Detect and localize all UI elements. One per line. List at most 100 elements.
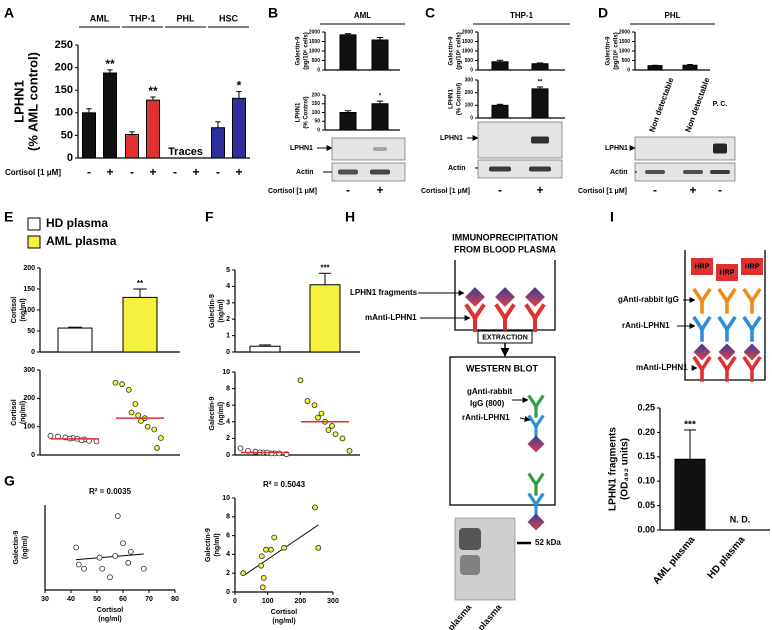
marker-label: 52 kDa [535,538,561,547]
antibody [742,355,762,382]
y-tick-label: 200 [23,395,35,402]
diagram-label: rAnti-LPHN1 [462,413,510,422]
condition-sign: - [718,183,722,197]
diagram-label: gAnti-rabbit [467,387,513,396]
fragment [527,513,545,531]
y-tick-label: 500 [465,58,474,64]
blot-band [338,169,358,175]
panel-letter: H [345,209,355,225]
diagram-title: WESTERN BLOT [466,363,538,373]
y-tick-label: 0.20 [637,427,655,437]
blot-band [460,555,480,575]
bar-note: N. D. [730,514,751,524]
x-tick-label: - [216,165,220,179]
condition-sign: - [346,183,350,197]
y-tick-label: 0 [226,589,230,596]
point [259,584,266,591]
point [271,534,278,541]
y-tick-label: 100 [465,103,474,109]
diagram-title: FROM BLOOD PLASMA [454,244,556,254]
y-axis-label: (pg/10⁶ cells) [614,32,620,69]
x-tick-label: + [106,165,113,179]
note: Non detectable [647,76,675,133]
antibody [494,303,516,332]
group-note: Traces [168,146,203,158]
x-tick-label: HD plasma [706,534,748,581]
point [304,398,311,404]
panel-letter: C [425,5,435,21]
bar [309,284,341,353]
antibody [527,492,545,516]
point [125,559,132,566]
significance: * [237,79,242,93]
point [125,386,132,393]
blot-label: Actin [448,165,466,172]
point [311,402,318,409]
point [325,427,332,434]
x-axis-label: Cortisol [271,609,298,616]
condition-sign: - [653,183,657,197]
panel-letter: I [610,209,614,225]
hrp-label: HRP [745,263,760,270]
y-tick-label: 500 [622,58,631,64]
y-axis-label: Galectin-9 [449,36,455,66]
point [260,575,267,581]
y-tick-label: 4 [226,551,230,558]
point [276,450,282,457]
y-axis-label: (% AML control) [25,52,40,151]
y-tick-label: 0.00 [637,524,655,534]
bar [491,104,509,119]
panel-title: THP-1 [510,11,534,20]
x-axis-label: (ng/ml) [98,616,121,623]
y-tick-label: 150 [55,84,73,96]
panel-letter: A [4,5,14,21]
x-tick-label: 50 [93,596,101,603]
y-tick-label: 1 [226,332,230,339]
point [114,513,121,519]
x-tick-label: 70 [145,596,153,603]
significance: *** [684,420,696,431]
bar [125,133,139,159]
blot-band [713,143,727,154]
blot [477,121,563,159]
point [132,401,139,407]
y-tick-label: 0 [470,115,473,121]
x-tick-label: 0 [233,598,237,605]
y-tick-label: 200 [465,90,474,96]
y-tick-label: 0 [31,452,35,459]
point [332,431,339,438]
point [315,414,321,421]
point [268,546,274,553]
x-tick-label: 100 [262,598,274,605]
y-tick-label: 100 [312,110,321,116]
y-tick-label: 1500 [462,39,473,45]
point [112,553,119,559]
bar [249,345,281,353]
y-tick-label: 50 [27,328,35,335]
point [135,412,142,419]
point [297,377,304,384]
r-squared: R² = 0.5043 [263,480,306,489]
significance: ** [538,80,543,86]
y-axis-label: LPHN1 [296,102,302,122]
blot [331,137,406,161]
point [47,432,54,439]
condition-sign: + [536,183,543,197]
antibody [527,472,545,496]
y-tick-label: 1500 [309,39,320,45]
y-axis-label: Galectin-9 [205,528,212,562]
bar [146,99,160,159]
blot-band [489,166,511,172]
y-axis-label: (ng/ml) [20,401,27,424]
x-tick-label: AML plasma [651,534,697,586]
y-tick-label: 2000 [619,29,630,35]
point [157,435,164,441]
lane-label: HD plasma [466,602,504,630]
legend-label: AML plasma [46,234,117,248]
y-tick-label: 4 [226,283,230,290]
fit-line [242,524,319,577]
note: P. C. [713,101,728,108]
hrp-box [691,258,713,275]
note: Non detectable [683,76,711,133]
blot-label: LPHN1 [440,135,463,142]
